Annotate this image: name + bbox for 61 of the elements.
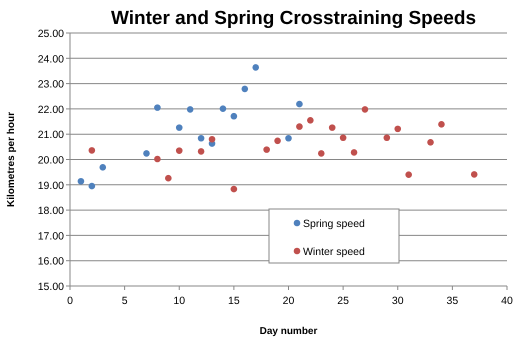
legend-label: Winter speed	[303, 246, 366, 258]
point	[143, 150, 150, 157]
point	[220, 105, 226, 112]
point	[285, 134, 292, 142]
y-tick-label: 19.00	[38, 180, 64, 192]
point	[198, 148, 204, 155]
point	[186, 106, 194, 113]
point	[384, 134, 390, 142]
point	[350, 149, 358, 156]
point	[176, 124, 183, 131]
point	[242, 86, 248, 92]
point	[263, 146, 270, 153]
x-tick-label: 10	[173, 295, 186, 307]
point	[296, 100, 303, 108]
x-tick-label: 30	[392, 295, 404, 307]
point	[176, 147, 183, 154]
point	[296, 123, 303, 130]
point	[274, 137, 281, 144]
point	[362, 106, 368, 113]
x-tick-label: 35	[446, 295, 458, 307]
point	[230, 186, 238, 192]
legend-label: Spring speed	[303, 218, 366, 230]
point	[154, 104, 161, 111]
point	[208, 136, 216, 143]
point	[252, 64, 260, 71]
point	[307, 116, 314, 124]
point	[470, 171, 478, 178]
y-tick-label: 22.00	[38, 104, 64, 116]
point	[99, 164, 106, 171]
point	[328, 124, 336, 131]
x-tick-label: 0	[67, 295, 74, 307]
point	[405, 171, 412, 178]
y-tick-label: 17.00	[38, 230, 64, 242]
y-tick-label: 23.00	[38, 78, 64, 91]
y-tick-label: 20.00	[38, 154, 64, 166]
point	[318, 150, 325, 157]
y-tick-label: 16.00	[38, 256, 64, 268]
point	[88, 147, 96, 154]
point	[438, 121, 445, 128]
x-tick-label: 20	[282, 295, 294, 307]
x-axis-title: Day number	[260, 326, 318, 337]
y-tick-label: 25.00	[38, 28, 64, 40]
point	[427, 138, 434, 146]
point	[165, 174, 172, 182]
point	[78, 178, 84, 185]
x-tick-label: 15	[228, 295, 240, 307]
chart-title: Winter and Spring Crosstraining Speeds	[110, 8, 476, 29]
point	[394, 126, 402, 132]
x-tick-label: 25	[337, 295, 350, 307]
x-tick-label: 5	[122, 295, 128, 307]
point	[88, 182, 96, 190]
y-tick-label: 24.00	[38, 53, 64, 66]
point	[340, 134, 346, 142]
y-tick-label: 21.00	[38, 129, 64, 142]
point	[230, 112, 238, 120]
y-tick-label: 18.00	[38, 205, 64, 218]
y-tick-label: 15.00	[38, 281, 64, 293]
x-tick-label: 40	[501, 295, 513, 307]
y-axis-title: Kilometres per hour	[6, 112, 17, 208]
point	[198, 134, 204, 142]
point	[154, 156, 161, 162]
